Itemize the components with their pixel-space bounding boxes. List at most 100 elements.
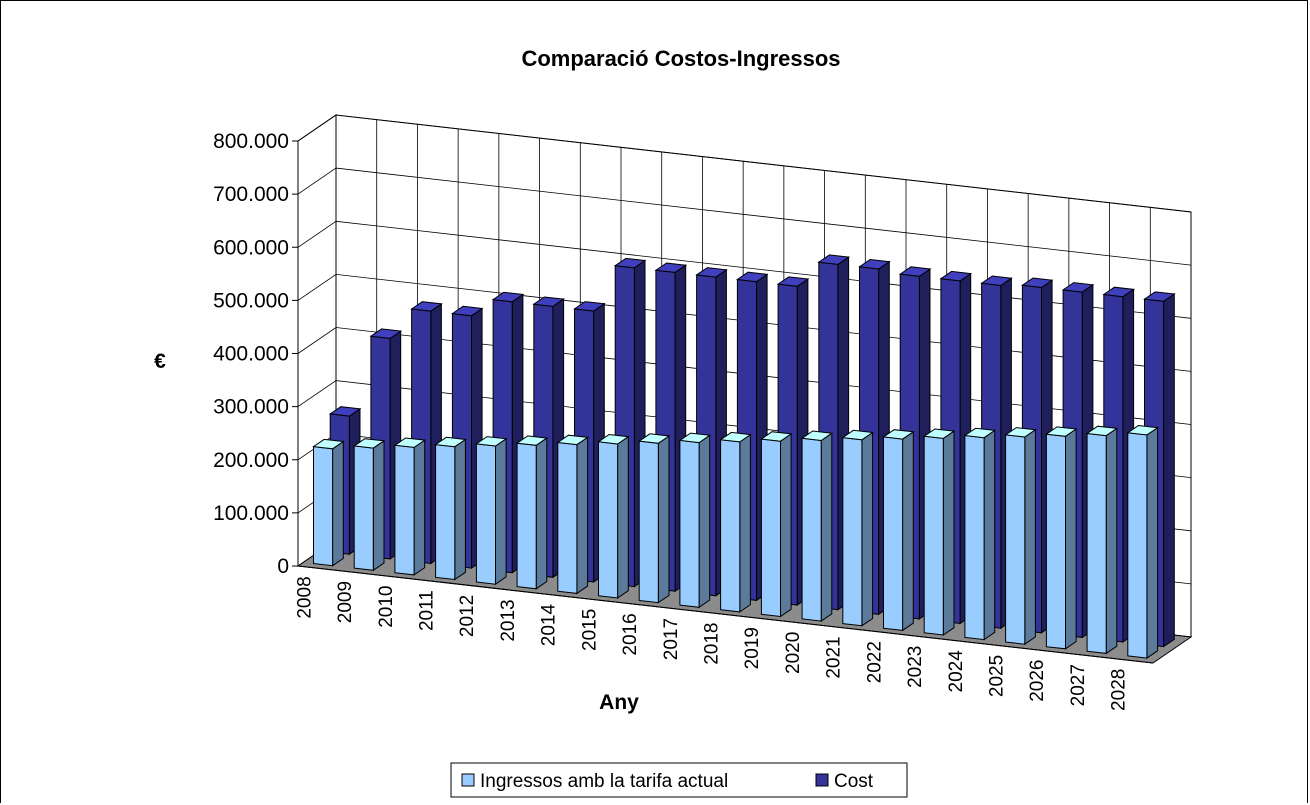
bar-ingressos (393, 437, 427, 576)
bar-side (454, 438, 466, 581)
bar-top (898, 266, 932, 277)
bar-ingressos (637, 433, 671, 604)
bar-top (393, 437, 427, 448)
bar-top (532, 296, 565, 307)
bar-ingressos (1045, 426, 1078, 650)
bar-ingressos (1126, 424, 1160, 660)
bar-front (842, 437, 863, 627)
x-tick-label: 2023 (905, 646, 926, 688)
legend-swatch-ingressos (461, 773, 475, 787)
bar-ingressos (475, 436, 508, 586)
bar-ingressos (1085, 425, 1119, 655)
bar-top (1045, 426, 1078, 437)
bar-side (576, 436, 589, 595)
bar-front (435, 444, 456, 581)
y-tick-label: 100.000 (213, 502, 289, 525)
chart-title: Comparació Costos-Ingressos (521, 46, 840, 71)
bar-front (964, 434, 985, 641)
bar-top (515, 435, 549, 446)
bar-side (1146, 426, 1159, 660)
bar-side (372, 439, 385, 572)
bar-side (942, 430, 955, 636)
x-tick-label: 2008 (294, 576, 315, 618)
x-tick-label: 2011 (416, 590, 437, 631)
legend-box (450, 762, 908, 798)
bar-top (858, 258, 891, 270)
x-tick-label: 2009 (335, 581, 356, 623)
bar-top (1021, 277, 1054, 289)
bar-top (841, 429, 874, 441)
bar-front (760, 438, 781, 618)
bar-top (980, 275, 1013, 287)
x-axis-label: Any (599, 691, 639, 714)
x-tick-label: 2025 (987, 655, 1008, 697)
bar-ingressos (312, 438, 345, 567)
x-tick-label: 2021 (824, 636, 845, 678)
bar-side (1105, 427, 1118, 655)
bar-top (776, 276, 810, 287)
bar-front (883, 436, 904, 631)
x-tick-label: 2026 (1027, 659, 1048, 701)
bar-top (434, 436, 467, 448)
x-tick-label: 2016 (620, 613, 641, 655)
bar-top (654, 262, 688, 273)
x-tick-label: 2018 (702, 623, 723, 665)
bar-side (332, 440, 344, 567)
bar-front (801, 437, 822, 622)
bar-side (780, 432, 792, 618)
bar-top (695, 267, 728, 278)
bar-top (882, 429, 915, 440)
x-tick-label: 2012 (457, 595, 478, 637)
bar-front (598, 441, 619, 599)
bar-top (1126, 424, 1160, 436)
bar-ingressos (841, 429, 874, 627)
bar-top (1004, 427, 1037, 438)
bar-top (613, 257, 647, 269)
bar-side (902, 430, 914, 632)
bar-front (1045, 433, 1066, 650)
bar-top (410, 301, 443, 312)
bar-ingressos (760, 431, 793, 618)
bar-top (736, 271, 769, 283)
x-tick-label: 2028 (1109, 669, 1130, 711)
bar-side (739, 433, 751, 613)
bar-side (983, 429, 996, 641)
bar-ingressos (556, 434, 590, 595)
legend-swatch-cost (815, 773, 829, 787)
bar-top (1143, 291, 1176, 302)
x-tick-label: 2014 (539, 604, 560, 647)
bar-side (698, 434, 711, 609)
bar-top (475, 436, 508, 447)
bar-ingressos (1004, 427, 1037, 646)
y-tick-label: 0 (277, 555, 289, 578)
bar-top (1085, 425, 1119, 437)
x-tick-label: 2027 (1068, 664, 1089, 706)
bar-front (638, 440, 659, 604)
x-tick-label: 2022 (864, 641, 885, 683)
bar-top (817, 254, 850, 265)
bar-side (820, 432, 833, 623)
bar-top (352, 438, 386, 449)
legend-label-ingressos: Ingressos amb la tarifa actual (480, 771, 728, 792)
legend: Ingressos amb la tarifa actual Cost (450, 762, 908, 798)
y-tick-label: 800.000 (213, 130, 289, 153)
x-tick-label: 2020 (783, 632, 804, 674)
bar-top (963, 427, 997, 439)
bar-side (861, 431, 874, 627)
bar-front (1005, 434, 1026, 645)
bar-front (557, 441, 578, 594)
bar-top (312, 438, 345, 450)
bar-top (1102, 286, 1135, 298)
bar-front (313, 446, 334, 567)
bar-ingressos (678, 432, 712, 609)
x-tick-label: 2019 (742, 627, 763, 669)
bar-top (678, 432, 712, 444)
bar-ingressos (352, 438, 386, 572)
bar-top (556, 434, 590, 446)
bar-front (1127, 432, 1148, 659)
bar-front (1086, 432, 1107, 654)
bar-top (800, 430, 834, 442)
y-tick-label: 300.000 (213, 396, 289, 419)
bar-front (353, 445, 374, 571)
